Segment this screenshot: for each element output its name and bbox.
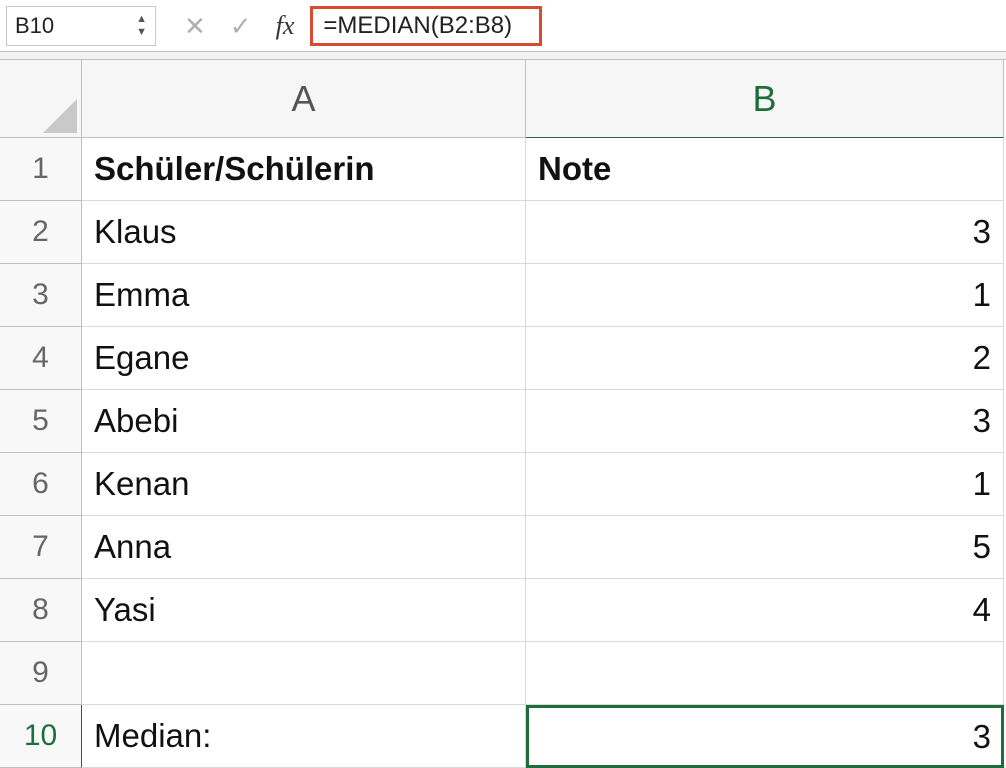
select-all-corner[interactable] [0, 60, 82, 138]
formula-bar: ▲ ▼ ✕ ✓ fx [0, 0, 1006, 52]
cell-A5[interactable]: Abebi [82, 390, 526, 453]
row-header-6[interactable]: 6 [0, 453, 82, 516]
cell-B7[interactable]: 5 [526, 516, 1004, 579]
cell-B5[interactable]: 3 [526, 390, 1004, 453]
row-header-8[interactable]: 8 [0, 579, 82, 642]
cell-A4[interactable]: Egane [82, 327, 526, 390]
cell-A2[interactable]: Klaus [82, 201, 526, 264]
row-header-4[interactable]: 4 [0, 327, 82, 390]
cell-B10[interactable]: 3 [526, 705, 1004, 768]
cell-B3[interactable]: 1 [526, 264, 1004, 327]
confirm-icon[interactable]: ✓ [230, 13, 252, 39]
sheet-divider [0, 52, 1006, 60]
stepper-up-icon[interactable]: ▲ [136, 14, 147, 25]
column-header-B[interactable]: B [526, 60, 1004, 138]
cell-A7[interactable]: Anna [82, 516, 526, 579]
cell-A6[interactable]: Kenan [82, 453, 526, 516]
spreadsheet-grid: A B 1 Schüler/Schülerin Note 2 Klaus 3 3… [0, 60, 1006, 768]
formula-input[interactable] [323, 12, 529, 40]
row-header-10[interactable]: 10 [0, 705, 82, 768]
cell-A9[interactable] [82, 642, 526, 705]
formula-bar-icons: ✕ ✓ [184, 13, 252, 39]
cell-B6[interactable]: 1 [526, 453, 1004, 516]
name-box-stepper[interactable]: ▲ ▼ [136, 14, 147, 38]
fx-label[interactable]: fx [276, 11, 295, 41]
name-box[interactable] [15, 13, 115, 39]
row-header-2[interactable]: 2 [0, 201, 82, 264]
cell-B9[interactable] [526, 642, 1004, 705]
row-header-7[interactable]: 7 [0, 516, 82, 579]
cell-A1[interactable]: Schüler/Schülerin [82, 138, 526, 201]
row-header-9[interactable]: 9 [0, 642, 82, 705]
cell-B4[interactable]: 2 [526, 327, 1004, 390]
row-header-1[interactable]: 1 [0, 138, 82, 201]
formula-highlight-box [310, 6, 542, 46]
cell-B2[interactable]: 3 [526, 201, 1004, 264]
cell-A8[interactable]: Yasi [82, 579, 526, 642]
cell-B1[interactable]: Note [526, 138, 1004, 201]
cell-A3[interactable]: Emma [82, 264, 526, 327]
column-header-A[interactable]: A [82, 60, 526, 138]
cancel-icon[interactable]: ✕ [184, 13, 206, 39]
name-box-container[interactable]: ▲ ▼ [6, 6, 156, 46]
row-header-3[interactable]: 3 [0, 264, 82, 327]
stepper-down-icon[interactable]: ▼ [136, 27, 147, 38]
cell-A10[interactable]: Median: [82, 705, 526, 768]
row-header-5[interactable]: 5 [0, 390, 82, 453]
cell-B8[interactable]: 4 [526, 579, 1004, 642]
